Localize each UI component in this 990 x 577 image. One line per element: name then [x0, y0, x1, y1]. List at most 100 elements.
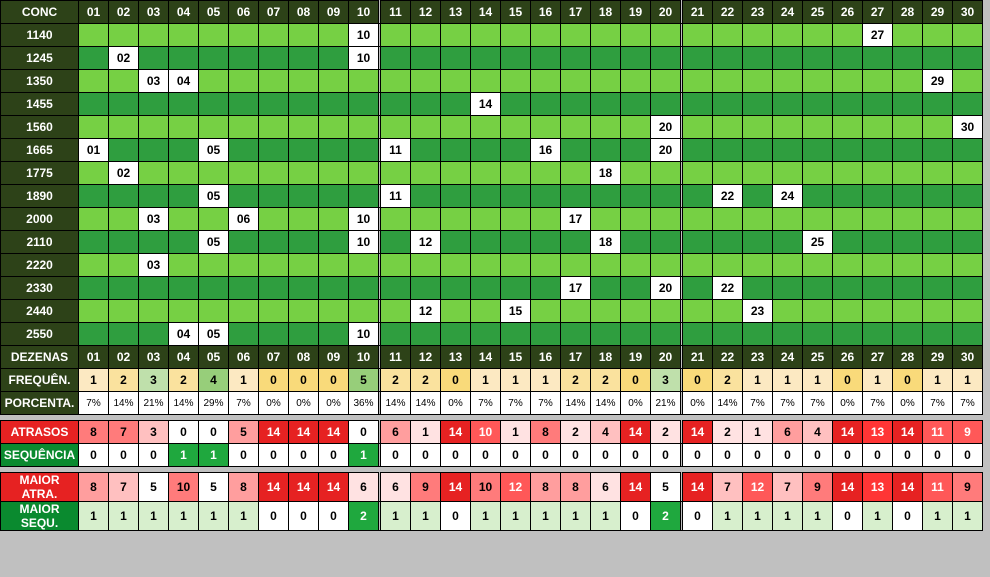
empty-cell	[651, 47, 681, 70]
empty-cell	[501, 24, 531, 47]
empty-cell	[319, 231, 349, 254]
porc-cell: 7%	[229, 392, 259, 415]
atrasos-cell: 7	[109, 421, 139, 444]
maiorsequ-cell: 0	[683, 502, 713, 531]
porc-cell: 14%	[381, 392, 411, 415]
maiorsequ-cell: 1	[471, 502, 501, 531]
maiorsequ-cell: 1	[803, 502, 833, 531]
empty-cell	[349, 300, 379, 323]
empty-cell	[863, 162, 893, 185]
freq-cell: 1	[923, 369, 953, 392]
empty-cell	[923, 231, 953, 254]
hit-cell: 10	[349, 47, 379, 70]
hit-cell: 20	[651, 139, 681, 162]
empty-cell	[713, 47, 743, 70]
porc-cell: 7%	[501, 392, 531, 415]
maioratra-cell: 8	[561, 473, 591, 502]
empty-cell	[381, 277, 411, 300]
porc-cell: 14%	[109, 392, 139, 415]
empty-cell	[561, 254, 591, 277]
maiorsequ-cell: 2	[651, 502, 681, 531]
maiorsequ-cell: 1	[863, 502, 893, 531]
hit-cell: 27	[863, 24, 893, 47]
dezenas-label: DEZENAS	[1, 346, 79, 369]
empty-cell	[199, 70, 229, 93]
empty-cell	[743, 162, 773, 185]
conc-label: 1140	[1, 24, 79, 47]
hit-cell: 25	[803, 231, 833, 254]
empty-cell	[169, 139, 199, 162]
empty-cell	[199, 254, 229, 277]
empty-cell	[319, 254, 349, 277]
empty-cell	[501, 139, 531, 162]
empty-cell	[833, 300, 863, 323]
sequencia-cell: 0	[651, 444, 681, 467]
empty-cell	[79, 208, 109, 231]
sequencia-cell: 0	[953, 444, 983, 467]
empty-cell	[381, 208, 411, 231]
dezenas-col: 16	[531, 346, 561, 369]
maiorsequ-cell: 0	[893, 502, 923, 531]
freq-cell: 1	[229, 369, 259, 392]
empty-cell	[471, 277, 501, 300]
hit-cell: 02	[109, 47, 139, 70]
dezenas-col: 14	[471, 346, 501, 369]
empty-cell	[953, 323, 983, 346]
empty-cell	[289, 139, 319, 162]
atrasos-cell: 14	[441, 421, 471, 444]
empty-cell	[289, 323, 319, 346]
dezenas-col: 05	[199, 346, 229, 369]
empty-cell	[381, 254, 411, 277]
sequencia-cell: 0	[109, 444, 139, 467]
sequencia-cell: 0	[833, 444, 863, 467]
empty-cell	[349, 70, 379, 93]
empty-cell	[441, 277, 471, 300]
empty-cell	[773, 47, 803, 70]
empty-cell	[713, 300, 743, 323]
maioratra-cell: 7	[713, 473, 743, 502]
maiorsequ-cell: 1	[411, 502, 441, 531]
empty-cell	[349, 277, 379, 300]
empty-cell	[79, 277, 109, 300]
empty-cell	[743, 24, 773, 47]
conc-label: 2440	[1, 300, 79, 323]
empty-cell	[713, 70, 743, 93]
empty-cell	[923, 300, 953, 323]
atrasos-cell: 14	[259, 421, 289, 444]
hit-cell: 05	[199, 185, 229, 208]
empty-cell	[683, 47, 713, 70]
empty-cell	[683, 116, 713, 139]
maioratra-cell: 12	[743, 473, 773, 502]
empty-cell	[621, 162, 651, 185]
empty-cell	[591, 70, 621, 93]
empty-cell	[591, 93, 621, 116]
empty-cell	[803, 116, 833, 139]
empty-cell	[229, 277, 259, 300]
atrasos-cell: 1	[743, 421, 773, 444]
empty-cell	[381, 24, 411, 47]
empty-cell	[319, 93, 349, 116]
sequencia-cell: 1	[199, 444, 229, 467]
empty-cell	[411, 254, 441, 277]
empty-cell	[803, 24, 833, 47]
atrasos-cell: 13	[863, 421, 893, 444]
empty-cell	[683, 70, 713, 93]
sequencia-cell: 0	[743, 444, 773, 467]
atrasos-cell: 3	[139, 421, 169, 444]
atrasos-cell: 9	[953, 421, 983, 444]
dezenas-col: 17	[561, 346, 591, 369]
empty-cell	[411, 162, 441, 185]
conc-label: 1455	[1, 93, 79, 116]
empty-cell	[349, 93, 379, 116]
freq-cell: 2	[411, 369, 441, 392]
empty-cell	[411, 47, 441, 70]
porc-cell: 14%	[713, 392, 743, 415]
maiorsequ-cell: 1	[743, 502, 773, 531]
freq-cell: 2	[561, 369, 591, 392]
empty-cell	[773, 24, 803, 47]
empty-cell	[349, 185, 379, 208]
header-col: 01	[79, 1, 109, 24]
freq-cell: 5	[349, 369, 379, 392]
empty-cell	[259, 208, 289, 231]
empty-cell	[139, 162, 169, 185]
